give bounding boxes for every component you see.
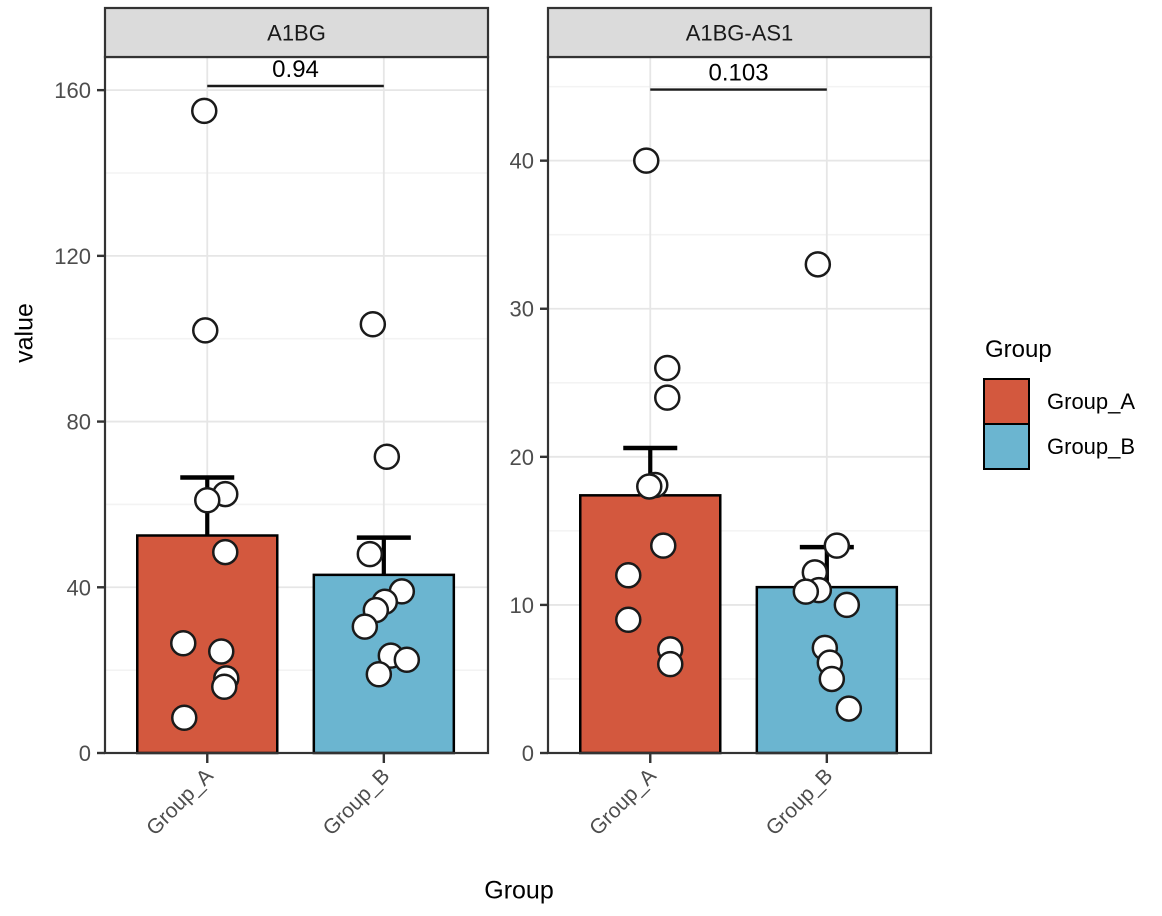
data-point — [636, 473, 663, 500]
x-tick-label: Group_A — [585, 764, 661, 840]
bar-group_a — [579, 494, 722, 755]
facet-strip — [103, 6, 490, 59]
y-tick-label: 40 — [67, 575, 91, 600]
legend-item-group-a: Group_A — [983, 378, 1135, 425]
y-tick-label: 40 — [510, 149, 534, 174]
x-axis-title: Group — [484, 876, 554, 905]
data-point — [192, 317, 219, 344]
data-point — [171, 704, 198, 732]
data-point — [351, 613, 379, 640]
y-tick-label: 20 — [510, 445, 534, 470]
y-axis-title: value — [10, 303, 39, 363]
legend: Group Group_A Group_B — [983, 336, 1135, 470]
data-point — [650, 532, 677, 559]
y-tick-label: 10 — [510, 593, 534, 618]
x-tick-label: Group_A — [142, 764, 218, 840]
p-value-label: 0.103 — [709, 60, 769, 87]
y-tick-label: 120 — [54, 244, 91, 269]
data-point — [657, 650, 684, 678]
data-point — [633, 147, 660, 174]
data-point — [818, 665, 846, 693]
facet-strip — [546, 6, 933, 59]
data-point — [654, 354, 681, 382]
data-point — [615, 562, 642, 589]
y-tick-label: 0 — [522, 741, 534, 766]
legend-label-group-a: Group_A — [1047, 388, 1136, 414]
legend-item-group-b: Group_B — [983, 423, 1135, 470]
data-point — [804, 251, 832, 278]
data-point — [365, 661, 393, 688]
facet-1: 0.103 A1BG-AS1 0 10 20 30 40 Group_A Group_B — [510, 6, 933, 840]
facet-strip-label: A1BG — [267, 21, 326, 46]
p-value-label: 0.94 — [272, 56, 319, 83]
y-tick-label: 80 — [67, 410, 91, 435]
data-point — [356, 540, 384, 568]
y-tick-label: 0 — [79, 741, 91, 766]
x-tick-label: Group_B — [319, 764, 395, 840]
legend-label-group-b: Group_B — [1047, 433, 1136, 459]
legend-title: Group — [985, 336, 1052, 363]
data-point — [208, 638, 235, 665]
y-tick-label: 30 — [510, 297, 534, 322]
data-point — [393, 646, 421, 674]
facet-0: 0.94 A1BG 0 40 80 120 160 Group_A Group_B — [54, 6, 490, 840]
data-point — [792, 578, 820, 605]
data-point — [615, 606, 642, 633]
data-point — [191, 97, 218, 125]
legend-swatch-group-b — [983, 423, 1030, 470]
data-point — [833, 591, 861, 619]
y-tick-label: 160 — [54, 78, 91, 103]
data-point — [359, 310, 387, 338]
facet-strip-label: A1BG-AS1 — [686, 21, 794, 46]
x-tick-label: Group_B — [762, 764, 838, 840]
legend-swatch-group-a — [983, 378, 1030, 425]
data-point — [170, 629, 197, 657]
data-point — [373, 443, 401, 471]
data-point — [823, 532, 851, 559]
data-point — [212, 538, 239, 566]
data-point — [194, 487, 221, 514]
bar-group_a — [136, 534, 279, 755]
data-point — [654, 384, 681, 411]
data-point — [835, 695, 863, 722]
data-point — [211, 673, 238, 700]
